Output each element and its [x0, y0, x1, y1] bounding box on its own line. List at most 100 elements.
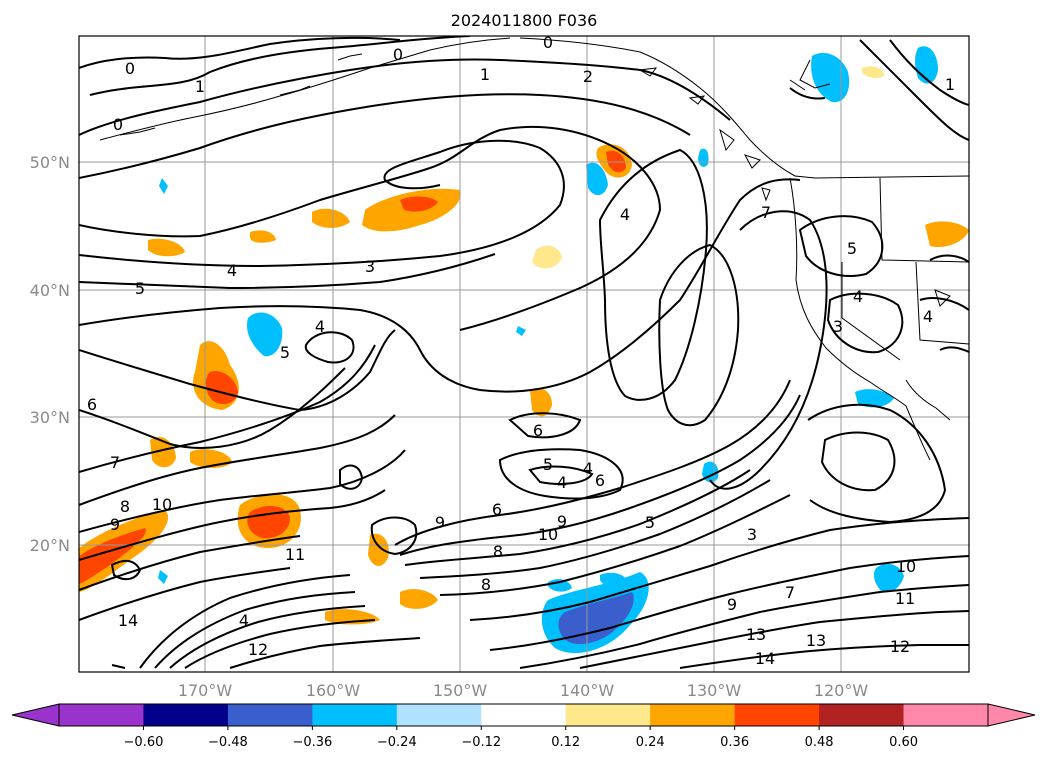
shade-negative: [873, 563, 904, 593]
map-title: 2024011800 F036: [451, 11, 598, 30]
contour-labels: 0 0 0 1 1 2 0 1 4 3 5 4 5 6 7 8 9 10 11 …: [87, 33, 955, 668]
lon-label: 120°W: [814, 681, 869, 700]
colorbar-extend-low: [12, 704, 59, 726]
shade-negative: [600, 572, 628, 588]
contour-label: 13: [806, 631, 826, 650]
contour-label: 4: [923, 307, 933, 326]
contour-label: 5: [543, 455, 553, 474]
shade-negative: [158, 570, 168, 584]
contour-label: 6: [533, 421, 543, 440]
contour-label: 1: [480, 65, 490, 84]
shade-strong-positive: [247, 506, 290, 539]
lon-label: 150°W: [433, 681, 488, 700]
contour-label: 14: [755, 649, 775, 668]
contour-label: 7: [110, 453, 120, 472]
contour-label: 10: [896, 557, 916, 576]
shade-strong-negative: [558, 592, 634, 645]
coastlines: [99, 37, 969, 461]
contour-label: 1: [945, 75, 955, 94]
colorbar-segment: [143, 704, 229, 726]
colorbar-segment: [819, 704, 905, 726]
contour-label: 8: [493, 542, 503, 561]
lon-label: 140°W: [560, 681, 615, 700]
colorbar: −0.60 −0.48 −0.36 −0.24 −0.12 0.12 0.24 0.36 0.4…: [11, 703, 1036, 750]
contours: [79, 36, 969, 669]
contour-label: 4: [583, 459, 593, 478]
contour-label: 9: [557, 512, 567, 531]
contour-label: 9: [110, 515, 120, 534]
shade-positive: [250, 230, 276, 243]
shade-positive: [925, 221, 969, 248]
contour-label: 6: [595, 471, 605, 490]
colorbar-segment: [565, 704, 651, 726]
contour-label: 12: [248, 640, 268, 659]
contour-label: 14: [118, 611, 138, 630]
colorbar-segment: [903, 704, 989, 726]
colorbar-segment: [396, 704, 482, 726]
contour-label: 0: [543, 33, 553, 52]
contour-label: 4: [853, 287, 863, 306]
contour-label: 5: [645, 513, 655, 532]
colorbar-segment: [59, 704, 144, 726]
shade-negative: [246, 312, 283, 357]
shade-negative: [811, 52, 850, 103]
lat-label: 50°N: [30, 153, 70, 172]
lon-label: 130°W: [687, 681, 742, 700]
contour-label: 0: [393, 45, 403, 64]
contour-label: 11: [285, 545, 305, 564]
contour-label: 5: [847, 239, 857, 258]
colorbar-segment: [481, 704, 567, 726]
lon-label: 160°W: [306, 681, 361, 700]
colorbar-segments: [12, 704, 1035, 726]
contour-label: 0: [113, 115, 123, 134]
colorbar-segment: [312, 704, 398, 726]
lat-label: 20°N: [30, 536, 70, 555]
shade-negative: [586, 162, 608, 196]
colorbar-tick-label: −0.60: [124, 735, 164, 750]
contour-label: 5: [280, 343, 290, 362]
longitude-labels: 170°W 160°W 150°W 140°W 130°W 120°W: [178, 681, 869, 700]
colorbar-segment: [227, 704, 313, 726]
colorbar-tick-label: −0.36: [292, 735, 332, 750]
contour-label: 8: [481, 575, 491, 594]
contour-label: 5: [135, 279, 145, 298]
contour-label: 9: [727, 595, 737, 614]
colorbar-tick-label: −0.48: [208, 735, 248, 750]
shade-positive: [148, 238, 185, 257]
plot-frame: [78, 35, 970, 673]
shade-negative: [516, 326, 526, 336]
colorbar-tick-label: 0.60: [889, 735, 918, 750]
lon-label: 170°W: [178, 681, 233, 700]
colorbar-tick-label: −0.12: [461, 735, 501, 750]
contour-label: 3: [365, 257, 375, 276]
colorbar-tick-label: 0.12: [551, 735, 580, 750]
shade-strong-positive: [400, 196, 438, 212]
contour-label: 3: [747, 525, 757, 544]
lat-label: 30°N: [30, 408, 70, 427]
contour-label: 7: [785, 583, 795, 602]
contour-label: 9: [435, 513, 445, 532]
lat-label: 40°N: [30, 281, 70, 300]
contour-label: 12: [890, 637, 910, 656]
contour-label: 6: [87, 395, 97, 414]
contour-label: 4: [315, 317, 325, 336]
shade-positive: [368, 533, 389, 566]
contour-label: 4: [620, 205, 630, 224]
colorbar-tick-label: 0.24: [636, 735, 665, 750]
shade-positive: [400, 589, 438, 609]
contour-label: 3: [833, 317, 843, 336]
contour-label: 0: [125, 59, 135, 78]
colorbar-segment: [650, 704, 736, 726]
contour-label: 10: [538, 525, 558, 544]
contour-label: 4: [239, 611, 249, 630]
shade-negative: [159, 178, 168, 194]
shade-strong-positive: [205, 371, 238, 405]
colorbar-tick-label: 0.48: [805, 735, 834, 750]
colorbar-segment: [734, 704, 820, 726]
contour-label: 7: [761, 203, 771, 222]
shade-positive: [312, 208, 350, 228]
contour-label: 6: [492, 500, 502, 519]
contour-label: 11: [895, 589, 915, 608]
contour-label: 4: [227, 261, 237, 280]
